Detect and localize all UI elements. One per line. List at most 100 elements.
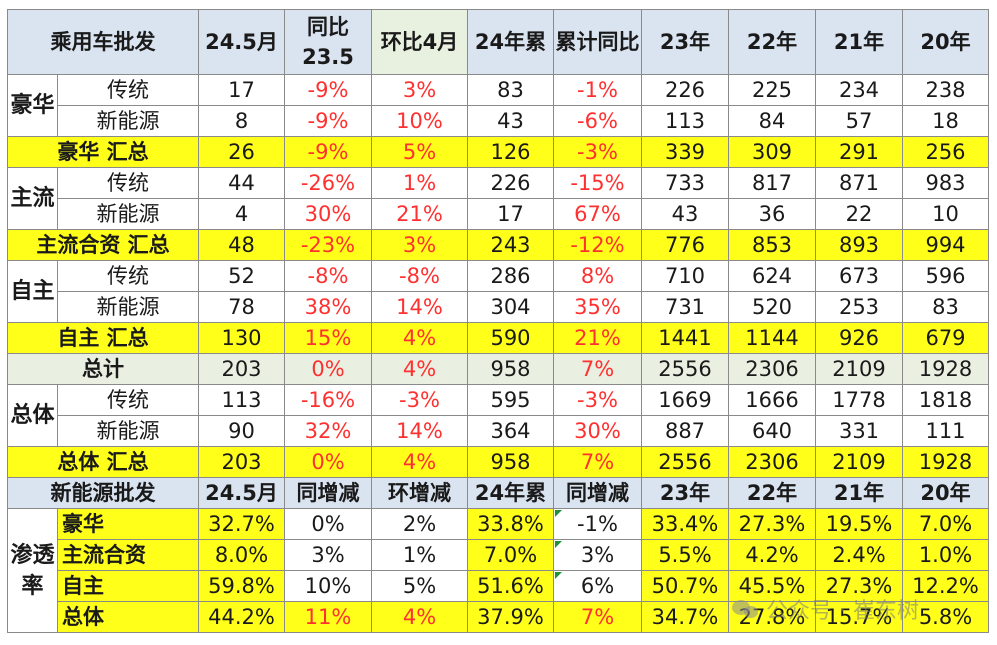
header-cell: 22年 [728,477,816,509]
table-cell: 32.7% [198,508,285,540]
table-cell: 309 [728,136,816,168]
table-cell: 32% [284,415,372,447]
table-cell: 0% [284,508,372,540]
table-cell: 10% [371,105,468,137]
row-label: 传统 [57,260,199,292]
table-cell: 19.5% [815,508,903,540]
table-cell: -16% [284,384,372,416]
table-cell: 253 [815,291,903,323]
table-cell: -3% [553,384,642,416]
table-cell: 4% [371,353,468,385]
penetration-row: 自主 59.8% 10% 5% 51.6% 6% 50.7% 45.5% 27.3% 12.2% [8,570,989,602]
table-cell: 776 [641,229,729,261]
table-cell: 3% [371,229,468,261]
table-cell: -26% [284,167,372,199]
table-cell: 673 [815,260,903,292]
table-cell: 7% [553,601,642,633]
grand-total-row: 总计 203 0% 4% 958 7% 2556 2306 2109 1928 [7,353,989,385]
table-cell: 926 [815,322,903,354]
table-cell: 203 [198,446,285,478]
table-cell: -3% [553,136,642,168]
table-cell: 78 [198,291,285,323]
table-cell: 14% [371,415,468,447]
table-cell: 958 [467,446,554,478]
table-cell: 27.3% [728,508,816,540]
table-cell: 35% [553,291,642,323]
table-cell: 958 [467,353,554,385]
row-label: 新能源 [57,105,199,137]
table-cell: 5% [371,136,468,168]
row-label: 豪华 [57,508,199,540]
table-cell: 22 [815,198,903,230]
data-row: 新能源 90 32% 14% 364 30% 887 640 331 111 [8,415,989,447]
table-cell: 203 [198,353,285,385]
table-cell: 4% [371,322,468,354]
row-label: 新能源 [57,291,199,323]
penetration-row: 主流合资 8.0% 3% 1% 7.0% 3% 5.5% 4.2% 2.4% 1.0% [8,539,989,571]
segment-label: 总体 [7,384,58,447]
header-cell: 24.5月 [198,477,285,509]
header-cell: 21年 [815,9,903,75]
penetration-row: 渗透率 豪华 32.7% 0% 2% 33.8% -1% 33.4% 27.3% 19.5% 7.0… [7,508,989,633]
data-row: 自主 传统 52 -8% -8% 286 8% 710 624 673 596 [7,260,989,323]
subtotal-label: 总体 汇总 [7,446,199,478]
table-cell: 2.4% [815,539,903,571]
subtotal-label: 主流合资 汇总 [7,229,199,261]
subtotal-row: 主流合资 汇总 48 -23% 3% 243 -12% 776 853 893 994 [7,229,989,261]
table-cell: 595 [467,384,554,416]
table-cell: 291 [815,136,903,168]
data-row: 豪华 传统 17 -9% 3% 83 -1% 226 225 234 238 [7,74,989,137]
table-cell: 5% [371,570,468,602]
table-cell: 33.4% [641,508,729,540]
row-label: 传统 [57,384,199,416]
table-cell: 7.0% [467,539,554,571]
table-cell: -23% [284,229,372,261]
table-cell: 83 [902,291,989,323]
table-cell: 1% [371,167,468,199]
table-cell: 731 [641,291,729,323]
table-cell: 983 [902,167,989,199]
table-cell: 887 [641,415,729,447]
header-cell: 23年 [641,9,729,75]
table-cell: 304 [467,291,554,323]
table-cell: 1% [371,539,468,571]
table-cell: 226 [467,167,554,199]
table-cell: 817 [728,167,816,199]
table-cell: -9% [284,105,372,137]
header-cell: 同比23.5 [284,9,372,75]
table-cell: 2306 [728,446,816,478]
table-cell: -8% [284,260,372,292]
table-cell: 3% [284,539,372,571]
table-cell: 48 [198,229,285,261]
watermark-text: 公众号 · 崔东树 [766,599,919,624]
header-cell: 同增减 [553,477,642,509]
segment-label: 渗透率 [7,508,58,633]
table-cell: 111 [902,415,989,447]
header-row: 乘用车批发 24.5月 同比23.5 环比4月 24年累 累计同比 23年 22年 21年 20年 [7,9,989,75]
table-cell: 67% [553,198,642,230]
header-cell: 24年累 [467,9,554,75]
row-label: 总体 [57,601,199,633]
segment-label: 豪华 [7,74,58,137]
table-cell: 27.8% [728,601,816,633]
header-cell: 环比4月 [371,9,468,75]
table-cell: 339 [641,136,729,168]
table-cell: 364 [467,415,554,447]
table-cell: 21% [553,322,642,354]
row-label: 主流合资 [57,539,199,571]
table-cell: 871 [815,167,903,199]
table-cell: 4% [371,446,468,478]
table-cell: 7% [553,353,642,385]
table-cell: 1669 [641,384,729,416]
table-cell: 286 [467,260,554,292]
row-label: 新能源 [57,198,199,230]
subtotal-row: 自主 汇总 130 15% 4% 590 21% 1441 1144 926 679 [7,322,989,354]
header-cell: 新能源批发 [7,477,199,509]
table-cell: 331 [815,415,903,447]
table-cell: 21% [371,198,468,230]
table-cell: 2109 [815,353,903,385]
table-cell: 43 [467,105,554,137]
table-cell: 238 [902,74,989,106]
table-cell: 2306 [728,353,816,385]
header-cell: 22年 [728,9,816,75]
